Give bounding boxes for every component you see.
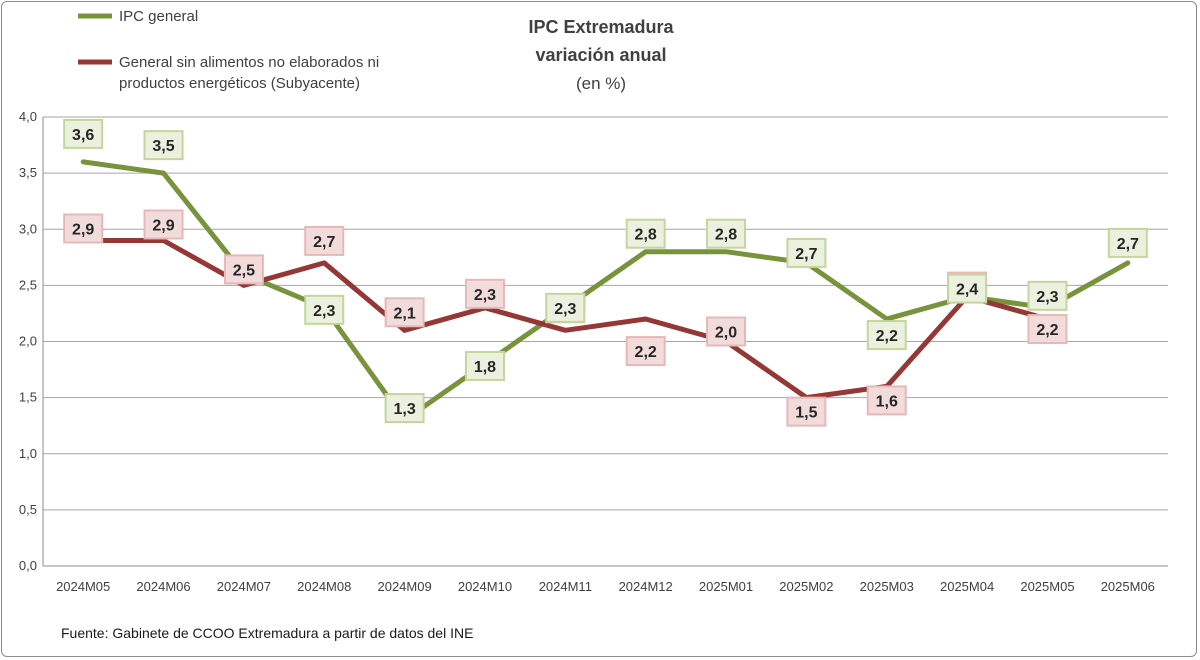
svg-text:1,5: 1,5: [795, 405, 817, 422]
data-label-ipc-general: 1,8: [464, 350, 505, 381]
data-label-subyacente: 2,0: [706, 316, 747, 347]
svg-text:2,0: 2,0: [715, 325, 737, 342]
svg-text:2,8: 2,8: [635, 227, 657, 244]
y-tick-label: 2,0: [19, 334, 37, 349]
data-label-ipc-general: 2,3: [304, 294, 345, 325]
y-tick-label: 3,5: [19, 165, 37, 180]
x-tick-label: 2025M01: [699, 579, 753, 594]
svg-text:2,5: 2,5: [233, 262, 255, 279]
data-label-subyacente: 2,7: [304, 225, 345, 256]
legend-label-ipc-general: IPC general: [119, 8, 198, 25]
data-labels: 2,92,92,52,72,12,32,12,22,01,51,62,42,23…: [63, 118, 1148, 427]
data-label-ipc-general: 2,2: [866, 320, 907, 351]
svg-text:2,2: 2,2: [876, 328, 898, 345]
x-tick-label: 2024M06: [136, 579, 190, 594]
svg-text:1,6: 1,6: [876, 393, 898, 410]
axes: 0,0 0,5 1,0 1,5 2,0 2,5 3,0 3,5 4,0 2024M05 2024M0…: [19, 109, 1168, 594]
x-tick-label: 2025M04: [940, 579, 994, 594]
y-tick-label: 3,0: [19, 221, 37, 236]
svg-text:2,4: 2,4: [956, 282, 978, 299]
svg-text:2,7: 2,7: [795, 246, 817, 263]
gridlines: [43, 116, 1168, 567]
y-tick-label: 4,0: [19, 109, 37, 124]
data-label-ipc-general: 3,5: [143, 130, 184, 161]
chart-title: IPC Extremadura: [528, 17, 674, 37]
data-label-ipc-general: 2,7: [1107, 227, 1148, 258]
x-tick-label: 2024M08: [297, 579, 351, 594]
legend-label-subyacente-line1: General sin alimentos no elaborados ni: [119, 54, 379, 71]
y-tick-label: 1,0: [19, 446, 37, 461]
data-label-subyacente: 2,3: [464, 278, 505, 309]
x-tick-label: 2025M03: [860, 579, 914, 594]
x-tick-label: 2024M10: [458, 579, 512, 594]
data-label-ipc-general: 2,8: [706, 218, 747, 249]
x-tick-label: 2024M11: [539, 579, 592, 594]
x-tick-label: 2025M06: [1101, 579, 1155, 594]
data-label-ipc-general: 1,3: [384, 393, 425, 424]
data-label-subyacente: 1,5: [786, 396, 827, 427]
y-tick-label: 0,5: [19, 502, 37, 517]
chart-unit: (en %): [576, 74, 626, 93]
x-tick-label: 2025M02: [779, 579, 833, 594]
svg-text:1,8: 1,8: [474, 359, 496, 376]
data-label-ipc-general: 2,7: [786, 237, 827, 268]
svg-text:2,3: 2,3: [1036, 289, 1058, 306]
data-label-ipc-general: 2,8: [625, 218, 666, 249]
x-tick-label: 2024M05: [56, 579, 110, 594]
legend-label-subyacente-line2: productos energéticos (Subyacente): [119, 75, 360, 92]
svg-text:2,8: 2,8: [715, 227, 737, 244]
svg-text:3,6: 3,6: [72, 127, 94, 144]
chart-subtitle: variación anual: [535, 45, 666, 65]
y-tick-label: 1,5: [19, 390, 37, 405]
svg-text:2,3: 2,3: [554, 301, 576, 318]
x-tick-label: 2025M05: [1020, 579, 1074, 594]
legend: IPC general General sin alimentos no ela…: [78, 8, 379, 92]
x-tick-label: 2024M07: [217, 579, 271, 594]
data-label-subyacente: 1,6: [866, 385, 907, 416]
y-tick-label: 2,5: [19, 277, 37, 292]
svg-text:2,7: 2,7: [1117, 236, 1139, 253]
svg-text:2,9: 2,9: [152, 217, 174, 234]
data-label-subyacente: 2,1: [384, 297, 425, 328]
svg-text:2,3: 2,3: [313, 303, 335, 320]
data-label-subyacente: 2,5: [223, 254, 264, 285]
svg-text:2,7: 2,7: [313, 234, 335, 251]
svg-text:2,3: 2,3: [474, 287, 496, 304]
svg-text:2,2: 2,2: [1036, 322, 1058, 339]
data-label-ipc-general: 3,6: [63, 118, 104, 149]
data-label-subyacente: 2,9: [143, 209, 184, 240]
x-tick-label: 2024M12: [619, 579, 673, 594]
data-label-subyacente: 2,2: [625, 336, 666, 367]
svg-text:1,3: 1,3: [393, 401, 415, 418]
source-note: Fuente: Gabinete de CCOO Extremadura a p…: [61, 625, 473, 641]
data-label-subyacente: 2,9: [63, 213, 104, 244]
x-tick-label: 2024M09: [377, 579, 431, 594]
data-label-ipc-general: 2,3: [545, 292, 586, 323]
svg-text:2,9: 2,9: [72, 221, 94, 238]
svg-text:3,5: 3,5: [152, 138, 174, 155]
data-label-subyacente: 2,2: [1027, 314, 1068, 345]
y-tick-label: 0,0: [19, 558, 37, 573]
data-label-ipc-general: 2,4: [947, 273, 988, 304]
svg-text:2,1: 2,1: [393, 305, 415, 322]
data-label-ipc-general: 2,3: [1027, 280, 1068, 311]
svg-text:2,2: 2,2: [635, 344, 657, 361]
